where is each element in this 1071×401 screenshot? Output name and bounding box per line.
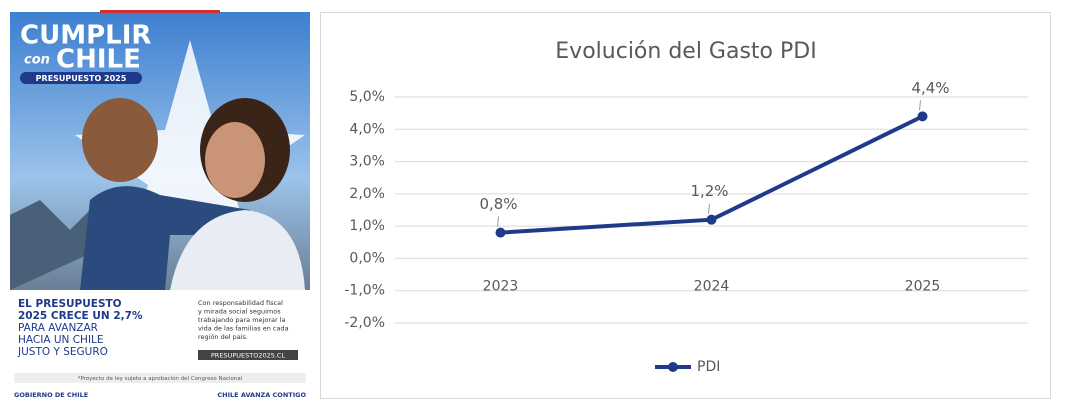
side-text: región del país. xyxy=(198,333,248,341)
flag-stripe xyxy=(100,10,220,13)
x-tick-label: 2024 xyxy=(694,278,730,294)
data-label: 1,2% xyxy=(690,182,728,200)
woman-face xyxy=(205,122,265,198)
headline: HACIA UN CHILE xyxy=(18,334,104,346)
poster: CUMPLIR con CHILE PRESUPUESTO 2025 EL PR… xyxy=(8,10,312,400)
y-tick-label: -2,0% xyxy=(344,315,385,331)
marker xyxy=(707,215,717,225)
headline-bold: 2025 CRECE UN 2,7% xyxy=(18,310,143,322)
headline: JUSTO Y SEGURO xyxy=(17,346,108,358)
legend-marker xyxy=(668,362,678,372)
footer-left: GOBIERNO DE CHILE xyxy=(14,391,88,399)
data-label: 4,4% xyxy=(911,79,949,97)
y-tick-label: -1,0% xyxy=(344,283,385,299)
data-label: 0,8% xyxy=(479,195,517,213)
side-text: Con responsabilidad fiscal xyxy=(198,299,283,307)
badge: PRESUPUESTO 2025 xyxy=(36,74,127,83)
y-tick-label: 4,0% xyxy=(349,121,385,137)
poster-title: CHILE xyxy=(56,45,141,75)
side-text: vida de las familias en cada xyxy=(198,325,289,333)
side-text: trabajando para mejorar la xyxy=(198,316,286,324)
footnote: *Proyecto de ley sujeto a aprobación del… xyxy=(78,375,243,382)
page: CUMPLIR con CHILE PRESUPUESTO 2025 EL PR… xyxy=(0,0,1071,401)
url: PRESUPUESTO2025.CL xyxy=(211,352,286,360)
poster-title: con xyxy=(24,53,50,68)
headline-bold: EL PRESUPUESTO xyxy=(18,298,122,310)
x-tick-label: 2025 xyxy=(905,278,941,294)
chart-title: Evolución del Gasto PDI xyxy=(555,39,816,64)
y-tick-label: 5,0% xyxy=(349,89,385,105)
x-tick-label: 2023 xyxy=(483,278,519,294)
y-tick-label: 3,0% xyxy=(349,154,385,170)
legend-label: PDI xyxy=(697,359,720,375)
y-tick-label: 1,0% xyxy=(349,218,385,234)
y-tick-label: 2,0% xyxy=(349,186,385,202)
y-tick-label: 0,0% xyxy=(349,250,385,266)
marker xyxy=(918,111,928,121)
marker xyxy=(496,228,506,238)
side-text: y mirada social seguimos xyxy=(198,308,281,316)
footer-right: CHILE AVANZA CONTIGO xyxy=(217,391,306,399)
chart-panel xyxy=(321,13,1051,399)
child-head xyxy=(82,98,158,182)
headline: PARA AVANZAR xyxy=(18,322,98,334)
